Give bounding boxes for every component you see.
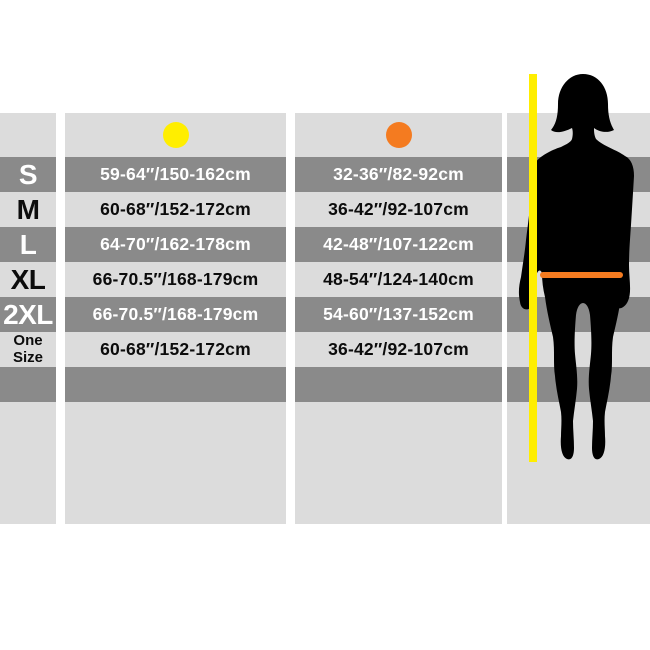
empty-tail — [65, 402, 286, 524]
hip-line — [540, 272, 623, 278]
empty-tail — [295, 402, 502, 524]
height-column: 59-64″/150-162cm 60-68″/152-172cm 64-70″… — [65, 113, 286, 524]
height-value-m: 60-68″/152-172cm — [65, 192, 286, 227]
hips-column-header — [295, 113, 502, 157]
woman-silhouette — [518, 74, 634, 460]
fit-figure — [518, 74, 634, 462]
size-column-header — [0, 113, 56, 157]
height-value-s: 59-64″/150-162cm — [65, 157, 286, 192]
size-label-one-size: One Size — [0, 332, 56, 367]
hips-value-s: 32-36″/82-92cm — [295, 157, 502, 192]
hips-column: 32-36″/82-92cm 36-42″/92-107cm 42-48″/10… — [295, 113, 502, 524]
size-column: S M L XL 2XL One Size — [0, 113, 56, 524]
height-line — [529, 74, 537, 462]
empty-row — [65, 367, 286, 402]
size-label-m: M — [0, 192, 56, 227]
height-value-l: 64-70″/162-178cm — [65, 227, 286, 262]
height-column-header — [65, 113, 286, 157]
height-value-xl: 66-70.5″/168-179cm — [65, 262, 286, 297]
hips-value-one-size: 36-42″/92-107cm — [295, 332, 502, 367]
size-label-s: S — [0, 157, 56, 192]
height-value-one-size: 60-68″/152-172cm — [65, 332, 286, 367]
orange-dot-icon — [385, 122, 412, 148]
hips-value-2xl: 54-60″/137-152cm — [295, 297, 502, 332]
hips-value-m: 36-42″/92-107cm — [295, 192, 502, 227]
size-label-2xl: 2XL — [0, 297, 56, 332]
empty-tail — [0, 402, 56, 524]
hips-value-xl: 48-54″/124-140cm — [295, 262, 502, 297]
hips-value-l: 42-48″/107-122cm — [295, 227, 502, 262]
height-value-2xl: 66-70.5″/168-179cm — [65, 297, 286, 332]
yellow-dot-icon — [162, 122, 189, 148]
size-label-l: L — [0, 227, 56, 262]
size-label-xl: XL — [0, 262, 56, 297]
empty-row — [0, 367, 56, 402]
empty-row — [295, 367, 502, 402]
